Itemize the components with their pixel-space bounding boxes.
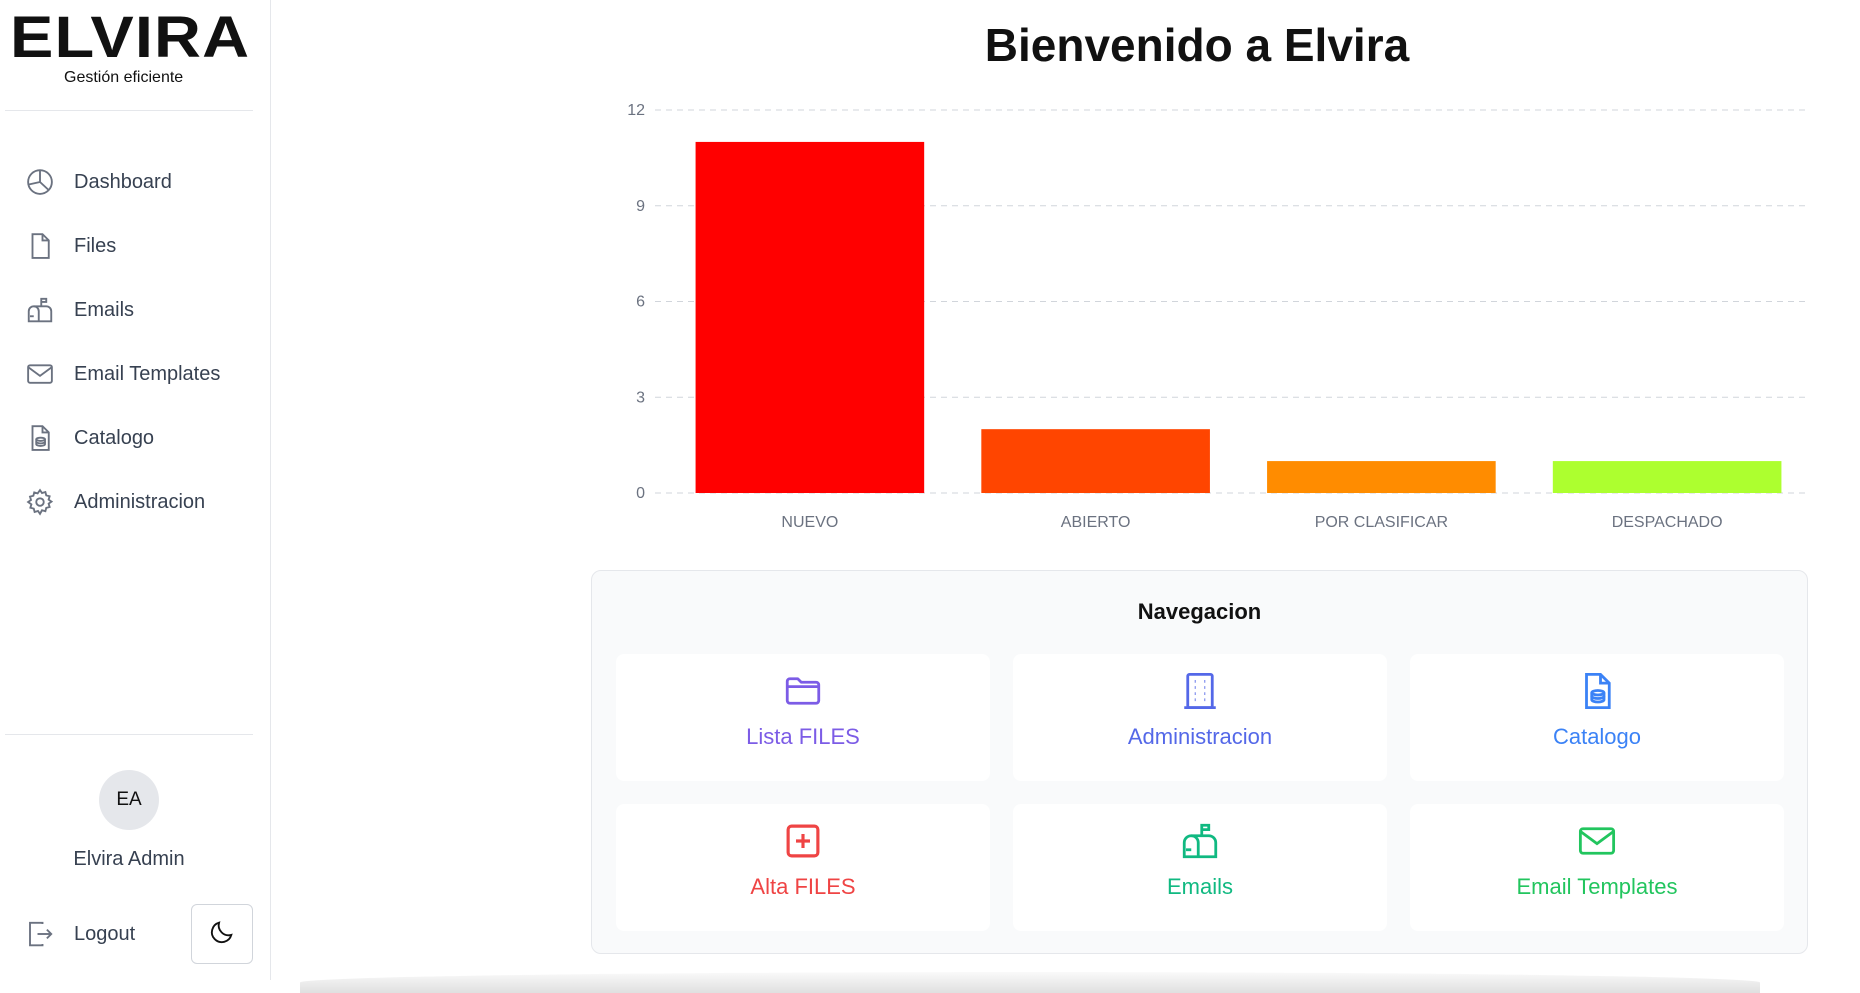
status-bar-chart: 0 3 6 9 12 NUEVO ABIERTO POR CLASIFICAR DESPACHA… [627,102,1810,531]
gear-icon [24,486,56,518]
x-tick-label: DESPACHADO [1612,514,1723,531]
sidebar-item-administracion[interactable]: Administracion [0,470,270,534]
sidebar-item-label: Files [74,234,117,257]
sidebar-nav: Dashboard Files Emails Email Templates [0,150,270,534]
nav-card-email-templates[interactable]: Email Templates [1410,804,1784,931]
sidebar-divider [5,110,253,111]
envelope-icon [24,358,56,390]
sidebar-item-label: Emails [74,298,135,321]
navigation-title: Navegacion [1137,599,1262,624]
logo-tagline: Gestión eficiente [64,69,184,86]
bar-abierto[interactable] [981,429,1210,493]
sidebar-item-label: Administracion [74,490,206,513]
y-tick-label: 0 [636,485,645,502]
file-icon [24,230,56,262]
page-title: Bienvenido a Elvira [984,19,1410,71]
bar-nuevo[interactable] [695,141,925,493]
nav-card-label: Emails [1166,874,1233,899]
x-tick-label: NUEVO [781,514,838,531]
nav-card-alta-files[interactable]: Alta FILES [616,804,990,931]
plus-square-icon [782,820,824,862]
y-tick-label: 6 [636,294,645,311]
bar-despachado[interactable] [1552,461,1782,493]
sidebar-item-catalogo[interactable]: Catalogo [0,406,270,470]
bar-por-clasificar[interactable] [1267,461,1496,493]
sidebar: ELVIRA Gestión eficiente Dashboard Files [0,0,271,980]
y-tick-label: 12 [627,102,645,119]
user-name: Elvira Admin [73,848,185,870]
pie-chart-icon [24,166,56,198]
logo[interactable]: ELVIRA Gestión eficiente [10,9,255,92]
logo-wordmark: ELVIRA [10,5,251,70]
envelope-icon [1576,820,1618,862]
nav-card-administracion[interactable]: Administracion [1013,654,1387,781]
sidebar-item-label: Email Templates [74,362,221,385]
sidebar-item-label: Catalogo [74,426,155,449]
file-database-icon [24,422,56,454]
nav-card-lista-files[interactable]: Lista FILES [616,654,990,781]
nav-card-label: Alta FILES [750,874,856,899]
x-tick-label: POR CLASIFICAR [1315,514,1448,531]
file-database-icon [1576,670,1618,712]
sidebar-item-files[interactable]: Files [0,214,270,278]
moon-icon [208,918,236,951]
building-icon [1179,670,1221,712]
logout-icon [24,918,56,950]
bottom-shadow [300,972,1760,993]
y-tick-label: 9 [636,198,645,215]
y-tick-label: 3 [636,389,645,406]
theme-toggle-button[interactable] [191,904,253,964]
sidebar-item-dashboard[interactable]: Dashboard [0,150,270,214]
logout-label: Logout [74,922,136,945]
navigation-panel: Navegacion Lista FILES Administracion Ca… [591,570,1808,954]
sidebar-item-label: Dashboard [74,170,172,193]
sidebar-item-emails[interactable]: Emails [0,278,270,342]
nav-card-catalogo[interactable]: Catalogo [1410,654,1784,781]
nav-card-label: Catalogo [1552,724,1642,749]
nav-card-label: Email Templates [1516,874,1678,899]
logout-button[interactable]: Logout [24,918,135,950]
sidebar-item-email-templates[interactable]: Email Templates [0,342,270,406]
avatar[interactable]: EA [99,770,159,830]
x-tick-label: ABIERTO [1061,514,1131,531]
nav-card-label: Lista FILES [746,724,860,749]
nav-card-label: Administracion [1127,724,1273,749]
nav-card-emails[interactable]: Emails [1013,804,1387,931]
mailbox-icon [24,294,56,326]
sidebar-divider [5,734,253,735]
folder-icon [782,670,824,712]
mailbox-icon [1179,820,1221,862]
